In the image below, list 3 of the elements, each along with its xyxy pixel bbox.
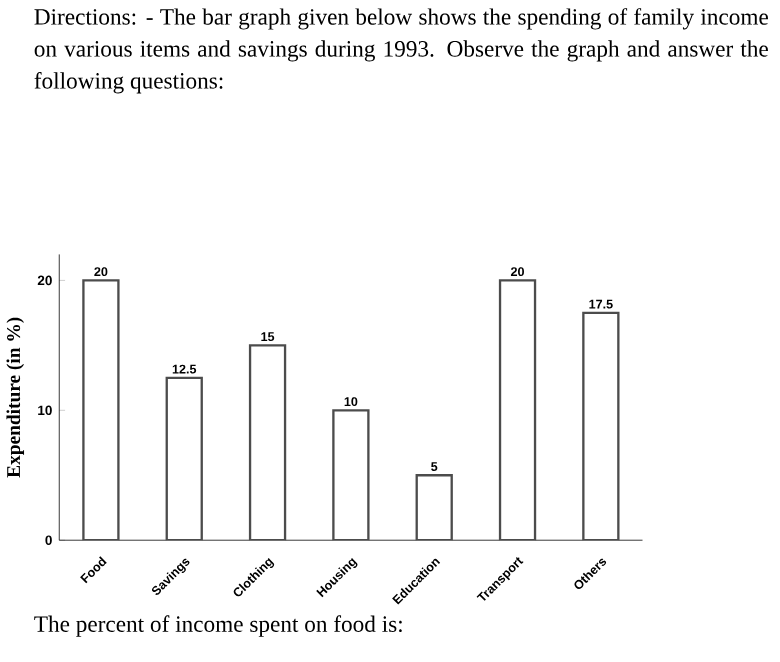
chart-title: Directions: - The bar graph given below shows the spending of family income on various items and savings during 1993. Observe the graph and answer the following questions:: [34, 8, 768, 94]
y-axis-title: Expenditure (in %): [6, 318, 25, 478]
text: The percent of income spent on food is:: [34, 615, 402, 638]
